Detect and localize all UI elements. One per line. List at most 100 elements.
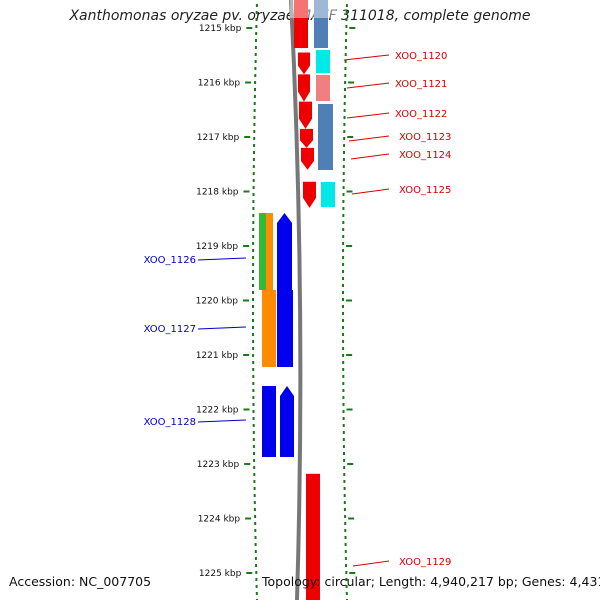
tick-line-left xyxy=(253,466,256,469)
tick-line-left xyxy=(253,137,256,140)
tick-line-left xyxy=(253,459,256,462)
gene-label-xoo-1125: XOO_1125 xyxy=(399,185,451,196)
tick-line-left xyxy=(252,305,254,308)
feature-track-block xyxy=(321,182,335,207)
tick-line-right xyxy=(345,571,348,574)
tick-line-left xyxy=(252,158,255,161)
tick-line-left xyxy=(253,109,256,112)
tick-line-left xyxy=(252,424,255,427)
tick-line-left xyxy=(253,130,256,133)
major-tick xyxy=(349,27,356,29)
tick-line-left xyxy=(255,571,258,574)
tick-line-right xyxy=(345,32,348,35)
tick-line-right xyxy=(342,200,345,203)
tick-line-left xyxy=(253,452,255,455)
tick-line-right xyxy=(343,508,346,511)
tick-line-right xyxy=(344,74,347,77)
tick-line-left xyxy=(253,501,256,504)
scale-label: 1220 kbp xyxy=(196,297,239,307)
tick-line-left xyxy=(252,445,255,448)
tick-line-right xyxy=(342,396,345,399)
tick-line-right xyxy=(342,277,344,280)
tick-line-right xyxy=(342,263,345,266)
tick-line-right xyxy=(342,284,344,287)
leader-line xyxy=(348,135,390,142)
scale-label: 1222 kbp xyxy=(196,406,239,416)
leader-line xyxy=(346,82,390,89)
tick-line-left xyxy=(255,11,258,14)
major-tick xyxy=(246,572,253,574)
tick-line-right xyxy=(344,550,347,553)
tick-line-right xyxy=(342,375,345,378)
tick-line-left xyxy=(252,284,254,287)
leader-line xyxy=(350,153,390,160)
tick-line-right xyxy=(342,186,345,189)
scale-label: 1225 kbp xyxy=(199,569,242,579)
tick-line-right xyxy=(345,4,348,7)
tick-line-right xyxy=(345,564,348,567)
tick-line-right xyxy=(343,501,346,504)
scale-label: 1217 kbp xyxy=(197,133,240,143)
tick-line-left xyxy=(254,60,257,63)
major-tick xyxy=(346,299,352,302)
feature-track-block xyxy=(318,104,333,170)
gene-arrow-xoo-1122 xyxy=(299,101,312,129)
tick-line-left xyxy=(252,347,255,350)
tick-line-right xyxy=(342,382,345,385)
tick-line-left xyxy=(252,193,255,196)
gene-arrow-xoo-1125 xyxy=(303,181,316,208)
tick-line-left xyxy=(252,235,255,238)
tick-line-right xyxy=(345,25,348,28)
tick-line-right xyxy=(344,515,347,518)
genome-backbone xyxy=(289,0,303,600)
tick-line-left xyxy=(252,179,255,182)
major-tick xyxy=(347,463,354,465)
tick-line-left xyxy=(252,417,255,420)
tick-line-left xyxy=(252,263,255,266)
tick-line-right xyxy=(342,319,344,322)
tick-line-right xyxy=(343,116,346,119)
tick-line-right xyxy=(344,529,347,532)
gene-arrow-xoo-1121 xyxy=(298,74,310,102)
tick-line-right xyxy=(345,11,348,14)
tick-line-left xyxy=(253,487,256,490)
tick-line-right xyxy=(343,466,346,469)
tick-line-right xyxy=(342,403,345,406)
gene-arrow-xoo-1129 xyxy=(306,473,320,600)
major-tick xyxy=(348,81,355,84)
tick-line-left xyxy=(252,249,255,252)
tick-line-right xyxy=(342,214,345,217)
tick-line-right xyxy=(344,81,347,84)
tick-line-left xyxy=(252,312,254,315)
tick-line-left xyxy=(254,515,257,518)
tick-line-right xyxy=(343,109,346,112)
tick-line-left xyxy=(252,403,255,406)
tick-line-left xyxy=(254,557,257,560)
tick-line-right xyxy=(342,368,345,371)
tick-line-left xyxy=(253,116,256,119)
major-tick xyxy=(243,245,250,247)
leader-line xyxy=(351,188,390,195)
tick-line-left xyxy=(252,354,255,357)
tick-line-left xyxy=(252,172,255,175)
tick-line-left xyxy=(252,375,255,378)
tick-line-right xyxy=(344,53,347,56)
topology-text: Topology: circular; Length: 4,940,217 bp… xyxy=(262,574,600,589)
leader-line xyxy=(343,54,390,61)
tick-line-right xyxy=(344,536,347,539)
scale-label: 1216 kbp xyxy=(198,79,241,89)
gene-arrow-upstream xyxy=(294,0,308,48)
tick-line-right xyxy=(345,39,347,42)
major-tick xyxy=(246,27,253,29)
tick-line-left xyxy=(252,326,254,329)
tick-line-left xyxy=(255,585,258,588)
tick-line-left xyxy=(252,368,255,371)
tick-line-right xyxy=(342,249,345,252)
gene-label-xoo-1127: XOO_1127 xyxy=(144,324,196,335)
tick-line-left xyxy=(252,431,255,434)
tick-line-left xyxy=(255,18,258,21)
tick-line-right xyxy=(343,123,346,126)
tick-line-right xyxy=(342,158,345,161)
tick-line-right xyxy=(342,291,344,294)
